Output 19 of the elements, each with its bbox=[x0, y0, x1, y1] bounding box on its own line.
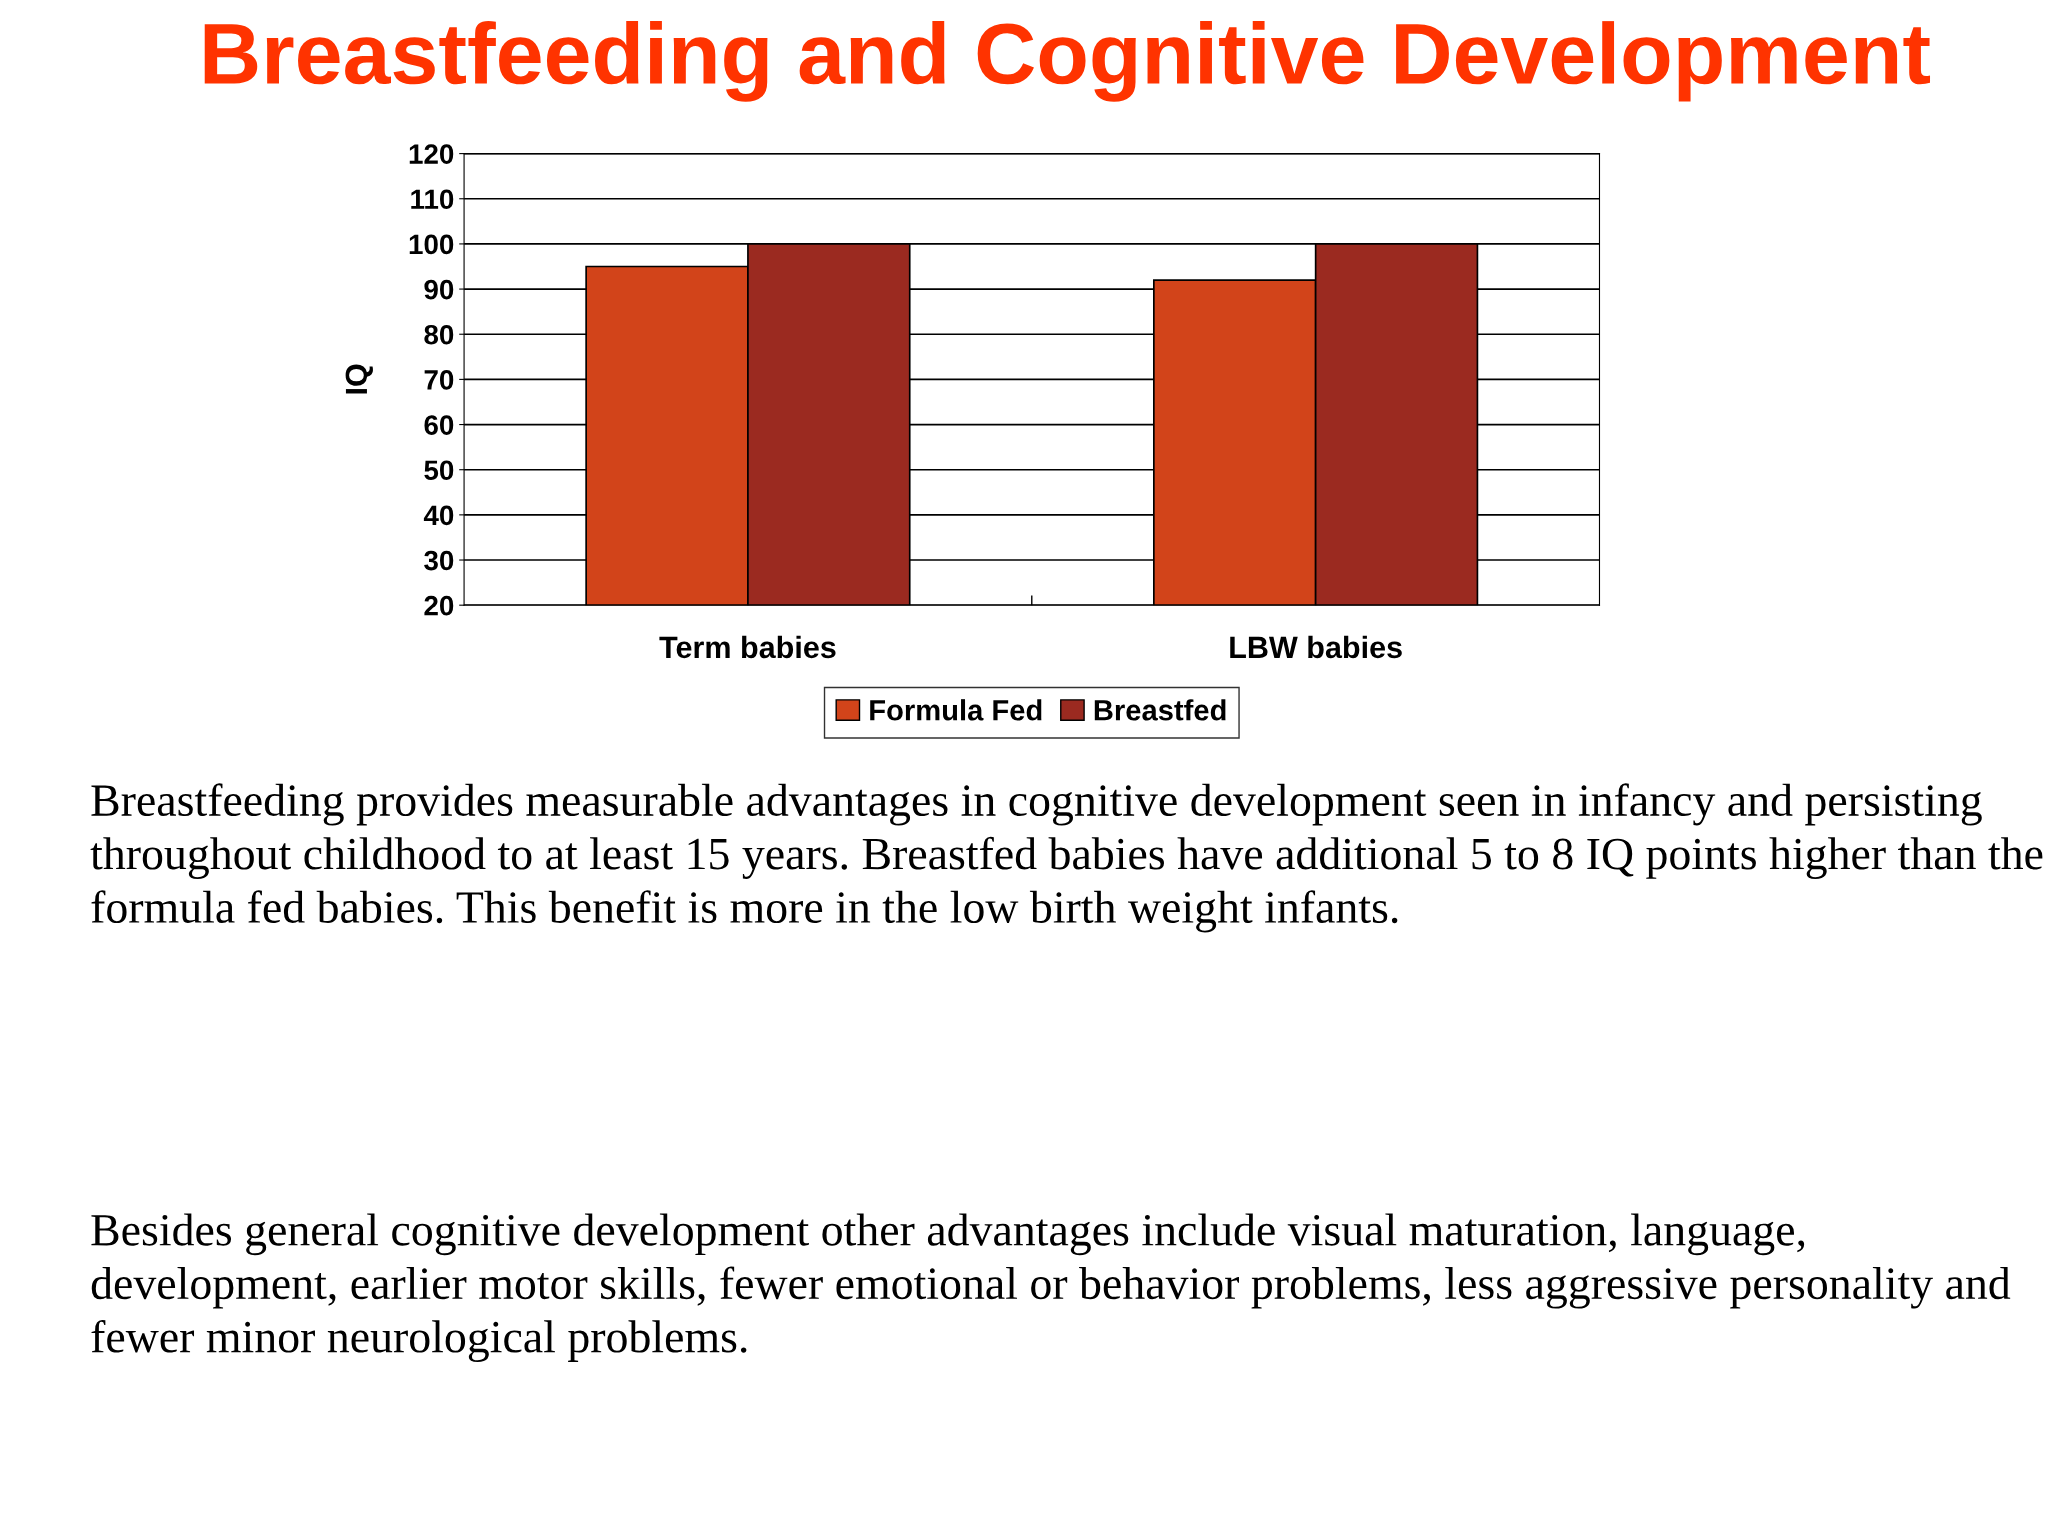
y-tick-label: 110 bbox=[411, 189, 454, 210]
x-tick-label: Term babies bbox=[659, 635, 836, 659]
y-tick-label: 50 bbox=[424, 460, 454, 481]
y-tick-label: 40 bbox=[423, 505, 454, 526]
legend-label: Breastfed bbox=[1094, 699, 1226, 721]
chart-title: Breastfeeding and Cognitive Development bbox=[204, 21, 1931, 102]
legend-label: Formula Fed bbox=[870, 699, 1042, 721]
y-tick-label: 60 bbox=[424, 415, 454, 435]
y-tick-label: 100 bbox=[409, 234, 454, 255]
text: Besides general cognitive development other advantages include visual maturation, language, development, earlier motor skills, fewer emotional or behavior problems, less aggressive personality and fewer minor neurological problems. bbox=[91, 1213, 2011, 1363]
x-tick-label: LBW babies bbox=[1230, 635, 1402, 659]
y-tick-label: 20 bbox=[424, 595, 454, 616]
y-tick-label: 30 bbox=[424, 550, 454, 571]
y-axis-title: IQ bbox=[345, 364, 373, 394]
y-tick-label: 80 bbox=[424, 324, 454, 345]
y-tick-label: 90 bbox=[424, 279, 454, 300]
y-tick-label: 70 bbox=[424, 370, 454, 390]
y-tick-label: 120 bbox=[409, 144, 454, 164]
text: Breastfeeding provides measurable advantages in cognitive development seen in infancy and persisting throughout childhood to at least 15 years. Breastfed babies have additional 5 to 8 IQ points higher than the formula fed babies. This benefit is more in the low birth weight infants. bbox=[90, 783, 2043, 933]
